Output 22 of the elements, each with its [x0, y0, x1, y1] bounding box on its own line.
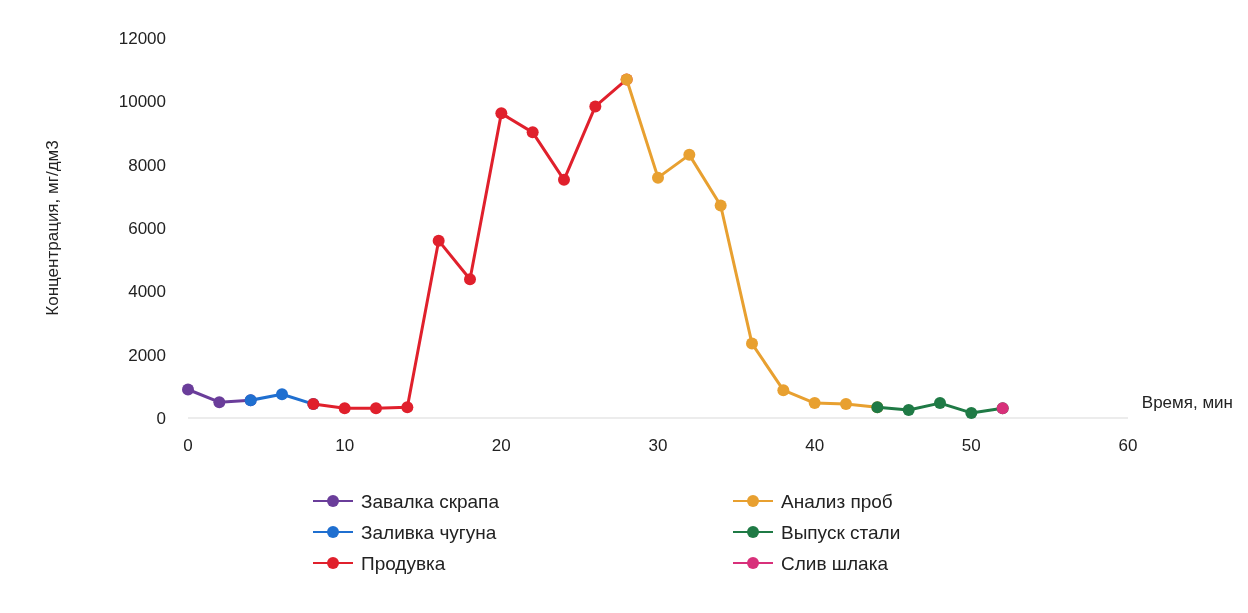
y-tick-label: 2000 [128, 345, 166, 365]
x-tick-label: 10 [335, 436, 355, 455]
legend-label: Слив шлака [781, 552, 889, 574]
x-tick-label: 50 [961, 436, 981, 455]
legend-label: Анализ проб [781, 490, 893, 512]
legend-label: Заливка чугуна [361, 521, 497, 543]
y-axis-title: Концентрация, мг/дм3 [43, 140, 62, 316]
y-tick-label: 10000 [118, 92, 166, 112]
x-tick-label: 30 [648, 436, 668, 455]
legend-label: Выпуск стали [781, 521, 901, 543]
x-tick-label: 20 [491, 436, 511, 455]
x-axis-title: Время, мин [1141, 393, 1233, 412]
y-tick-label: 0 [156, 408, 166, 428]
legend-label: Завалка скрапа [361, 490, 500, 512]
y-tick-label: 4000 [128, 282, 166, 302]
x-tick-label: 60 [1118, 436, 1138, 455]
y-tick-label: 8000 [128, 155, 166, 175]
y-tick-label: 12000 [118, 28, 166, 48]
x-tick-label: 0 [183, 436, 193, 455]
legend-label: Продувка [361, 552, 446, 574]
x-tick-label: 40 [805, 436, 825, 455]
y-tick-label: 6000 [128, 218, 166, 238]
